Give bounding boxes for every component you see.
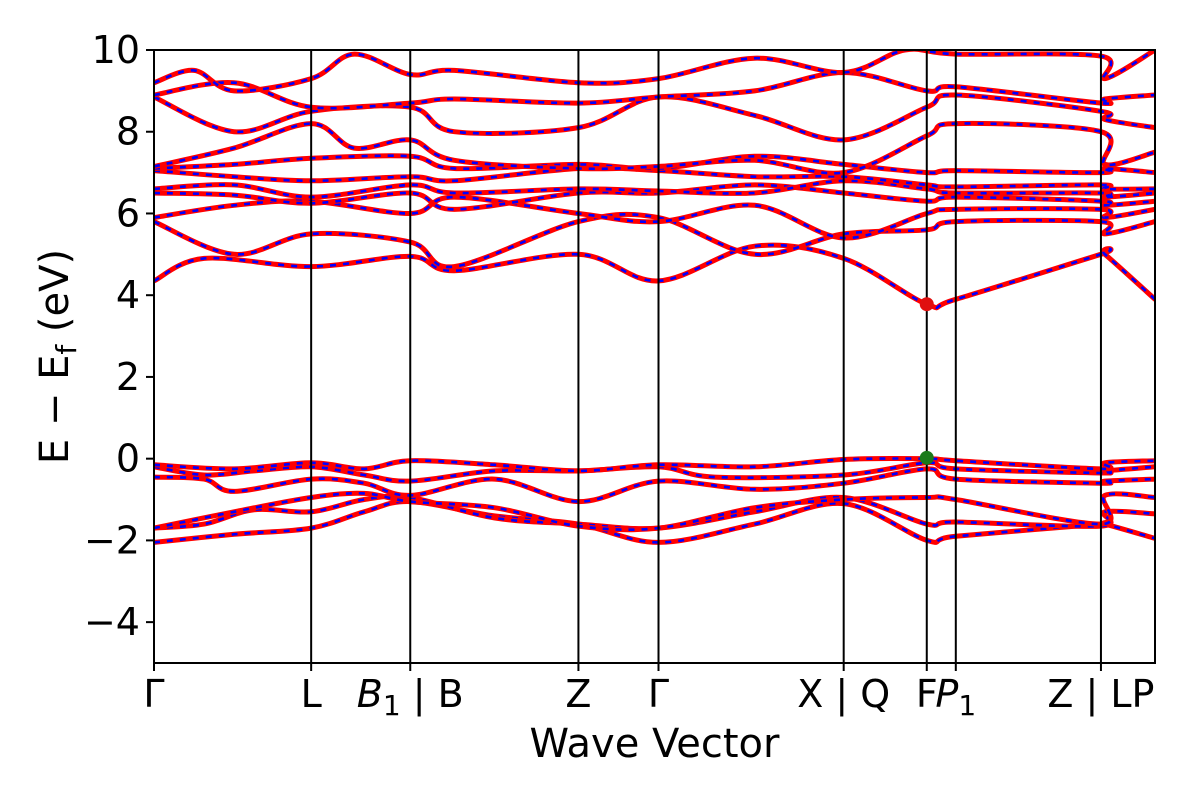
x-tick-label: Γ (648, 672, 669, 716)
band-line-9-dashed (154, 195, 1155, 240)
band-line-7 (154, 242, 1155, 311)
y-tick-label: 8 (116, 110, 140, 154)
x-tick-label: F (916, 672, 938, 716)
x-tick-label: B1 | B (357, 672, 464, 722)
y-axis-title-unit: (eV) (32, 249, 78, 345)
plot-frame (153, 49, 1156, 664)
band-line-6-dashed (154, 457, 1155, 473)
y-axis-ticks: −4 −2 0 2 4 6 8 10 (84, 28, 154, 644)
x-tick-label: Z | LP (1047, 672, 1154, 717)
y-tick-label: −4 (84, 600, 140, 644)
y-tick-label: 0 (116, 437, 140, 481)
cbm-marker (919, 297, 934, 312)
band-line-1-dashed (154, 500, 1155, 544)
band-line-8 (154, 211, 1155, 270)
band-line-14-dashed (154, 122, 1155, 175)
y-axis-title-main: E − E (32, 355, 78, 465)
band-line-17 (154, 50, 1155, 94)
x-tick-label: Γ (143, 672, 164, 716)
band-line-16-dashed (154, 71, 1155, 110)
x-tick-label: Z (565, 672, 591, 716)
band-lines (154, 50, 1155, 545)
vbm-marker (919, 450, 934, 465)
x-axis-title: Wave Vector (530, 721, 781, 767)
y-tick-label: 4 (116, 273, 140, 317)
x-tick-label: L (301, 672, 322, 716)
x-tick-label: X | Q (797, 672, 890, 717)
band-line-4-dashed (154, 467, 1155, 503)
band-line-10-dashed (154, 183, 1155, 211)
band-line-17-dashed (154, 50, 1155, 93)
y-tick-label: −2 (84, 518, 140, 562)
band-line-15 (154, 92, 1155, 143)
x-tick-label: P1 (935, 672, 976, 722)
y-tick-label: 10 (92, 28, 140, 72)
y-axis-title-sub: f (50, 344, 83, 355)
y-tick-label: 6 (116, 191, 140, 235)
high-symmetry-lines (310, 50, 1102, 663)
x-axis-ticks: Γ L B1 | B Z Γ X | Q FP1 Z | LP (143, 663, 1154, 722)
band-line-15-dashed (154, 93, 1155, 142)
y-axis-title: E − Ef (eV) (32, 249, 83, 464)
band-line-3-dashed (154, 491, 1155, 532)
band-line-7-dashed (154, 243, 1155, 310)
band-edge-markers (919, 297, 934, 465)
band-line-11-dashed (154, 179, 1155, 199)
band-line-12 (154, 165, 1155, 192)
y-tick-label: 2 (116, 355, 140, 399)
